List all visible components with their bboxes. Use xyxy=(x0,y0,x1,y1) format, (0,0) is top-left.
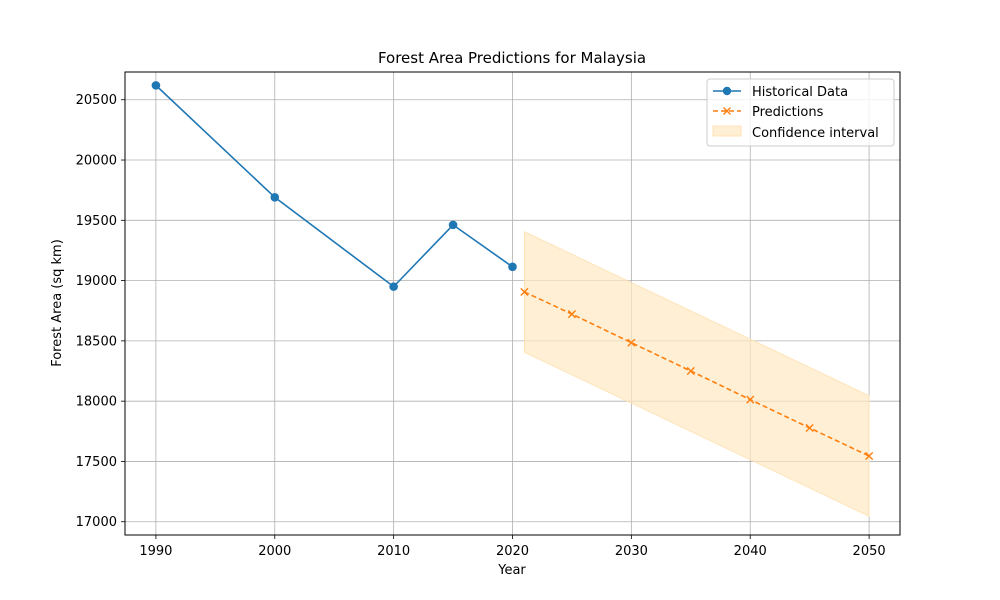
y-tick-label-17000: 17000 xyxy=(76,515,117,530)
y-tick-label-20500: 20500 xyxy=(76,93,117,108)
y-tick-label-20000: 20000 xyxy=(76,154,117,169)
legend-historical-marker xyxy=(722,86,732,96)
legend-confidence-label: Confidence interval xyxy=(752,126,879,141)
y-tick-label-19000: 19000 xyxy=(76,274,117,289)
x-tick-label-2040: 2040 xyxy=(734,544,767,559)
historical-data-point-2015 xyxy=(448,220,458,230)
predictions-point-2025 xyxy=(567,310,577,319)
legend-predictions-marker xyxy=(723,107,731,115)
x-tick-label-2010: 2010 xyxy=(377,544,410,559)
predictions-point-2035 xyxy=(686,366,695,376)
y-tick-label-19500: 19500 xyxy=(76,214,117,229)
legend-confidence-swatch xyxy=(712,125,742,137)
legend-historical-label: Historical Data xyxy=(752,85,848,100)
y-axis-label: Forest Area (sq km) xyxy=(50,239,65,367)
y-ticks: 17000 17500 18000 18500 19000 19500 20000 20500 xyxy=(76,93,125,530)
x-tick-label-2050: 2050 xyxy=(853,544,886,559)
historical-data-point-1990 xyxy=(151,81,161,90)
confidence-interval-area xyxy=(523,231,870,517)
historical-data-point-2000 xyxy=(270,192,280,202)
predictions-point-2030 xyxy=(627,338,636,347)
predictions-point-2040 xyxy=(746,395,755,404)
y-tick-label-18000: 18000 xyxy=(76,395,117,410)
chart-title: Forest Area Predictions for Malaysia xyxy=(378,49,646,67)
y-tick-label-17500: 17500 xyxy=(76,455,117,470)
x-ticks: 1990 2000 2010 2020 2030 2040 2050 xyxy=(139,535,886,559)
confidence-band xyxy=(523,231,870,517)
predictions-point-2050 xyxy=(865,451,874,461)
legend-box xyxy=(706,78,895,147)
x-tick-label-2020: 2020 xyxy=(496,544,529,559)
x-tick-label-1990: 1990 xyxy=(139,544,172,559)
historical-data-point-2020 xyxy=(508,262,517,272)
predictions-point-2021 xyxy=(520,287,529,297)
predictions-point-2045 xyxy=(805,423,814,433)
legend: Historical Data Predictions Confidence i… xyxy=(706,78,895,147)
historical-data-line xyxy=(155,84,513,288)
x-tick-label-2000: 2000 xyxy=(258,544,291,559)
x-axis-label: Year xyxy=(497,563,526,578)
y-tick-label-18500: 18500 xyxy=(76,334,117,349)
x-tick-label-2030: 2030 xyxy=(615,544,648,559)
legend-predictions-label: Predictions xyxy=(752,105,824,120)
historical-data-point-2010 xyxy=(389,282,398,291)
series-markers xyxy=(151,81,874,461)
